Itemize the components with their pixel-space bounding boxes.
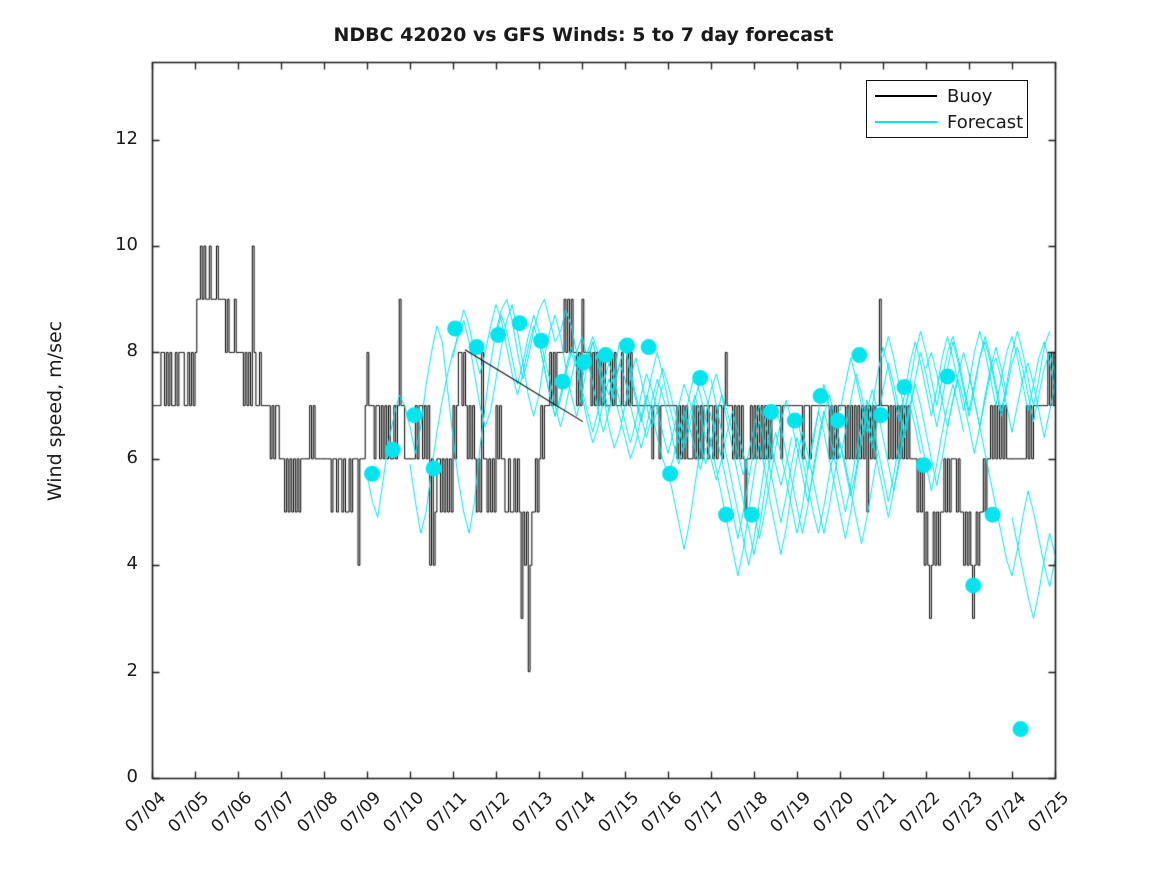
legend-entry-buoy: Buoy <box>867 83 1027 109</box>
y-tick-label: 12 <box>115 127 138 149</box>
y-axis-label: Wind speed, m/sec <box>44 320 66 502</box>
y-tick-label: 10 <box>115 234 138 256</box>
chart-legend: Buoy Forecast <box>866 80 1028 138</box>
y-tick-label: 4 <box>126 553 138 575</box>
legend-line-swatch-buoy <box>875 95 937 97</box>
y-tick-label: 0 <box>126 766 138 787</box>
legend-label-buoy: Buoy <box>947 85 993 107</box>
page-title: NDBC 42020 vs GFS Winds: 5 to 7 day fore… <box>333 24 834 46</box>
y-tick-label: 8 <box>126 340 138 362</box>
legend-line-swatch-forecast <box>875 121 937 123</box>
legend-entry-forecast: Forecast <box>867 109 1027 135</box>
y-tick-label: 6 <box>126 446 138 468</box>
y-tick-label: 2 <box>126 659 138 681</box>
legend-label-forecast: Forecast <box>947 111 1024 133</box>
